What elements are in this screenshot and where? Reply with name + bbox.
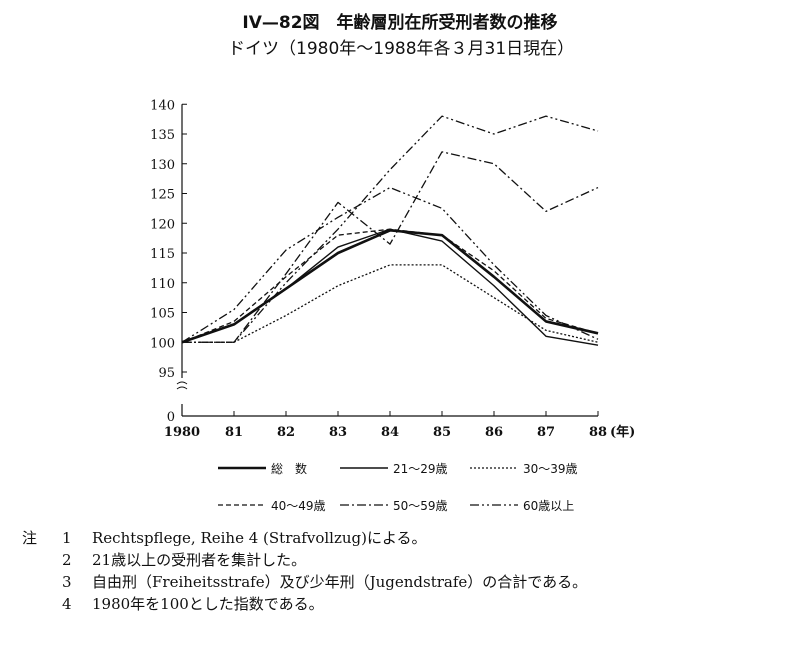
note-row-1: 注 1 Rechtspflege, Reihe 4 (Strafvollzug)… <box>22 527 587 549</box>
note-text: Rechtspflege, Reihe 4 (Strafvollzug)による。 <box>92 529 427 547</box>
legend-label-6: 60歳以上 <box>523 499 574 513</box>
note-row-4: 4 1980年を100とした指数である。 <box>22 593 587 615</box>
chart-subtitle: ドイツ（1980年～1988年各３月31日現在） <box>228 39 575 59</box>
legend-label-4: 40～49歳 <box>271 499 326 513</box>
note-row-3: 3 自由刑（Freiheitsstrafe）及び少年刑（Jugendstrafe… <box>22 571 587 593</box>
x-tick-label: 82 <box>277 425 295 440</box>
note-number: 2 <box>62 551 72 569</box>
x-tick-label: 84 <box>381 425 399 440</box>
legend-label-5: 50～59歳 <box>393 499 448 513</box>
note-number: 1 <box>62 529 72 547</box>
axis-break-mark <box>176 386 188 390</box>
legend-label-2: 21～29歳 <box>393 462 448 476</box>
note-number: 4 <box>62 595 72 613</box>
y-tick-label: 115 <box>150 247 175 262</box>
series-line-6 <box>181 186 599 343</box>
y-tick-label: 120 <box>150 217 175 232</box>
y-tick-label: 140 <box>150 98 175 113</box>
y-tick-label: 95 <box>158 366 175 381</box>
series-line-5 <box>182 151 599 343</box>
x-axis-ticks: 1980 81 82 83 84 85 86 87 88 (年) <box>164 411 635 440</box>
note-text: 1980年を100とした指数である。 <box>92 595 324 613</box>
x-tick-label: 87 <box>537 425 555 440</box>
x-tick-label: 81 <box>225 425 243 440</box>
y-tick-label: 105 <box>150 307 175 322</box>
y-tick-label: 130 <box>150 158 175 173</box>
x-tick-label: 88 <box>589 425 607 440</box>
note-number: 3 <box>62 573 72 591</box>
series-line-extra-1 <box>182 115 599 343</box>
note-row-2: 2 21歳以上の受刑者を集計した。 <box>22 549 587 571</box>
y-axis-ticks: 95 100 105 110 115 120 125 130 135 140 0 <box>150 98 187 425</box>
legend-label-3: 30～39歳 <box>523 462 578 476</box>
line-chart: 95 100 105 110 115 120 125 130 135 140 0 1980 81 82 8… <box>150 98 635 513</box>
x-tick-label: 86 <box>485 425 503 440</box>
chart-title: IV—82図 年齢層別在所受刑者数の推移 <box>242 13 558 33</box>
note-text: 21歳以上の受刑者を集計した。 <box>92 551 307 569</box>
y-tick-label-zero: 0 <box>167 410 175 425</box>
x-tick-label: 85 <box>433 425 451 440</box>
y-tick-label: 125 <box>150 188 175 203</box>
series-lines <box>181 115 599 346</box>
note-text: 自由刑（Freiheitsstrafe）及び少年刑（Jugendstrafe）の… <box>92 573 588 591</box>
legend: 総 数 21～29歳 30～39歳 40～49歳 50～59歳 60歳以上 <box>218 461 578 513</box>
y-tick-label: 110 <box>150 277 175 292</box>
chart-axes <box>176 104 598 417</box>
series-line-4 <box>181 228 599 343</box>
x-tick-label: 83 <box>329 425 347 440</box>
x-tick-label: 1980 <box>164 425 200 440</box>
legend-label-1: 総 数 <box>271 461 307 476</box>
note-prefix: 注 <box>22 529 38 547</box>
y-tick-label: 100 <box>150 336 175 351</box>
y-tick-label: 135 <box>150 128 175 143</box>
series-line-3 <box>182 264 599 343</box>
axis-break-mark <box>176 381 188 385</box>
notes-section: 注 1 Rechtspflege, Reihe 4 (Strafvollzug)… <box>22 527 587 615</box>
x-axis-unit: (年) <box>610 424 635 440</box>
